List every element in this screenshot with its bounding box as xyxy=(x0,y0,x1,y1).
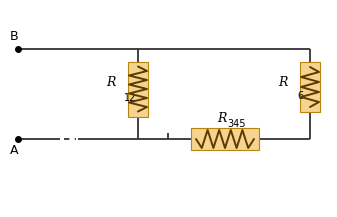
Text: B: B xyxy=(10,30,18,43)
FancyBboxPatch shape xyxy=(191,128,259,150)
Text: R: R xyxy=(279,76,288,89)
Text: 12: 12 xyxy=(124,93,136,103)
FancyBboxPatch shape xyxy=(128,61,148,117)
Text: R: R xyxy=(217,112,226,125)
Text: R: R xyxy=(106,77,116,89)
Text: 6: 6 xyxy=(297,91,303,101)
FancyBboxPatch shape xyxy=(300,62,320,112)
Text: 345: 345 xyxy=(227,119,245,129)
Text: A: A xyxy=(10,145,18,158)
